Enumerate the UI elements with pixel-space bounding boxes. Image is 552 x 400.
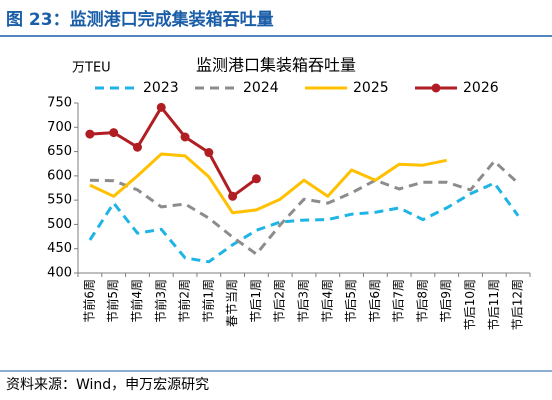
series-line xyxy=(89,105,258,198)
x-tick-label: 节前2周 xyxy=(177,279,192,323)
figure-title: 图 23：监测港口完成集装箱吞吐量 xyxy=(6,9,274,30)
y-tick-label: 750 xyxy=(47,96,72,111)
legend-label: 2025 xyxy=(353,80,389,96)
y-tick-label: 500 xyxy=(47,217,72,232)
y-tick-label: 550 xyxy=(47,193,72,208)
legend-label: 2024 xyxy=(243,80,279,96)
legend-label: 2026 xyxy=(463,80,499,96)
x-tick-label: 节后9周 xyxy=(439,279,453,323)
point xyxy=(85,129,95,139)
y-tick-label: 450 xyxy=(47,241,72,256)
series-line xyxy=(89,159,520,256)
y-tick-label: 650 xyxy=(47,144,72,159)
x-tick-label: 节后11周 xyxy=(487,279,501,330)
x-tick-label: 节前4周 xyxy=(129,279,144,323)
chart-title: 监测港口集装箱吞吐量 xyxy=(196,56,356,75)
series-line xyxy=(88,181,520,264)
point xyxy=(204,148,214,158)
x-tick-label: 节前6周 xyxy=(81,279,96,323)
x-tick-label: 节前1周 xyxy=(200,279,215,323)
point xyxy=(251,174,261,184)
x-tick-label: 节后4周 xyxy=(320,279,334,323)
legend-label: 2023 xyxy=(143,80,179,96)
x-tick-label: 节后8周 xyxy=(415,279,429,323)
point xyxy=(156,102,166,112)
source-note: 资料来源：Wind，申万宏源研究 xyxy=(6,377,209,393)
x-tick-label: 节后12周 xyxy=(511,279,525,330)
point xyxy=(109,128,119,138)
x-tick-label: 春节当周 xyxy=(225,279,239,327)
x-tick-label: 节后3周 xyxy=(297,279,311,323)
x-tick-label: 节前3周 xyxy=(153,279,168,323)
y-tick-label: 700 xyxy=(47,120,72,135)
legend-marker xyxy=(431,83,441,93)
series-line xyxy=(89,152,448,215)
point xyxy=(180,132,190,142)
x-tick-label: 节后6周 xyxy=(368,279,382,323)
y-tick-label: 400 xyxy=(47,266,72,281)
x-tick-label: 节后5周 xyxy=(344,279,358,323)
x-tick-label: 节后7周 xyxy=(392,279,406,323)
x-tick-label: 节前5周 xyxy=(105,279,120,323)
y-axis-label: 万TEU xyxy=(72,61,111,76)
x-tick-label: 节后2周 xyxy=(273,279,287,323)
x-tick-label: 节后10周 xyxy=(463,279,477,330)
point xyxy=(228,191,238,201)
x-tick-label: 节后1周 xyxy=(249,279,263,323)
point xyxy=(132,142,142,152)
y-tick-label: 600 xyxy=(47,168,72,183)
